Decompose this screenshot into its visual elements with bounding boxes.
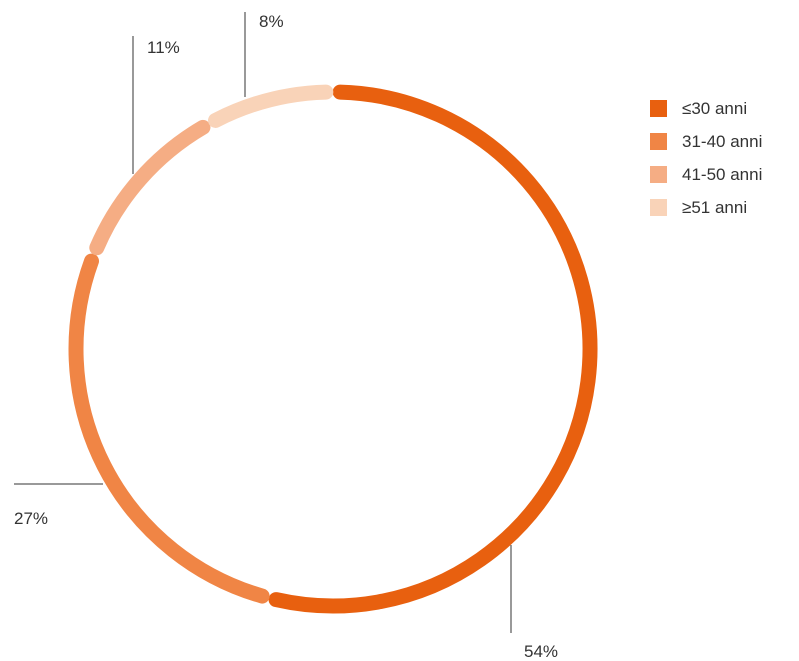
value-label-27: 27% xyxy=(14,509,48,528)
legend-item: 41-50 anni xyxy=(650,158,762,191)
value-label-11: 11% xyxy=(147,38,180,57)
legend-item: ≤30 anni xyxy=(650,92,762,125)
donut-segment-4 xyxy=(208,84,334,128)
legend-swatch xyxy=(650,100,667,117)
legend-label: 31-40 anni xyxy=(682,131,763,151)
legend-label: ≥51 anni xyxy=(682,197,748,217)
donut-ring xyxy=(68,84,598,614)
donut-segment-1 xyxy=(268,84,598,614)
legend-item: ≥51 anni xyxy=(650,191,762,224)
legend: ≤30 anni 31-40 anni 41-50 anni ≥51 anni xyxy=(650,92,762,224)
legend-swatch xyxy=(650,166,667,183)
legend-swatch xyxy=(650,133,667,150)
value-label-8: 8% xyxy=(259,12,284,31)
legend-label: 41-50 anni xyxy=(682,164,763,184)
legend-label: ≤30 anni xyxy=(682,98,748,118)
value-label-54: 54% xyxy=(524,642,558,661)
legend-swatch xyxy=(650,199,667,216)
donut-segment-3 xyxy=(89,119,211,256)
legend-item: 31-40 anni xyxy=(650,125,762,158)
donut-segment-2 xyxy=(68,253,270,604)
